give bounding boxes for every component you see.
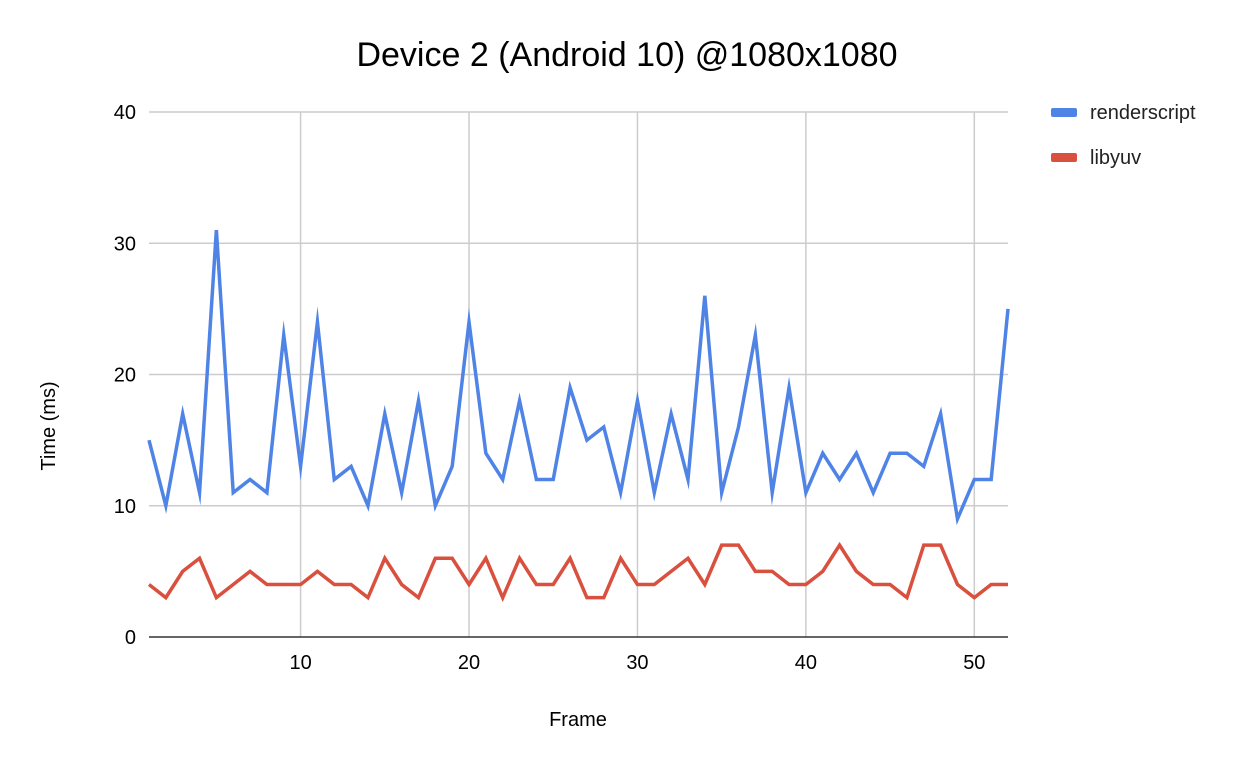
series-lines [147,230,1010,603]
x-tick-label: 50 [963,652,985,674]
axis-ticks: 0 10 20 30 40 10 20 30 40 50 [114,102,986,674]
legend-label-libyuv: libyuv [1090,147,1141,169]
x-tick-label: 20 [458,652,480,674]
y-tick-label: 20 [114,365,136,387]
y-axis-label: Time (ms) [38,381,60,470]
series-line-renderscript [147,230,1010,526]
x-tick-label: 10 [289,652,311,674]
y-tick-label: 10 [114,496,136,518]
x-tick-label: 30 [626,652,648,674]
x-tick-label: 40 [795,652,817,674]
y-tick-label: 0 [125,627,136,649]
legend-swatch-renderscript [1051,108,1077,117]
legend-swatch-libyuv [1051,153,1077,162]
y-tick-label: 30 [114,233,136,255]
chart-title: Device 2 (Android 10) @1080x1080 [356,36,897,74]
grid-lines [149,111,1008,638]
x-axis-label: Frame [549,709,607,731]
series-line-libyuv [147,541,1008,603]
y-tick-label: 40 [114,102,136,124]
legend: renderscript libyuv [1051,102,1196,169]
legend-label-renderscript: renderscript [1090,102,1196,124]
